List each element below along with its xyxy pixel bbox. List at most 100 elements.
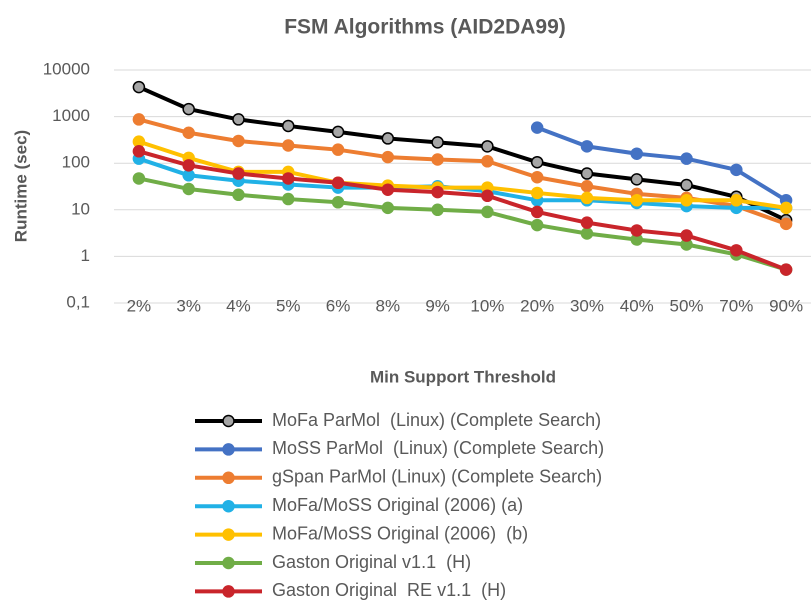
data-point (630, 147, 643, 160)
data-point (481, 189, 494, 203)
data-point (331, 125, 345, 139)
data-point (580, 227, 594, 240)
data-point (530, 205, 544, 219)
legend-label: MoSS ParMol (Linux) (Complete Search) (272, 438, 604, 458)
series-line (138, 117, 787, 226)
y-axis-title: Runtime (sec) (11, 130, 30, 242)
data-point (331, 176, 345, 190)
x-tick-label: 2% (127, 296, 152, 315)
data-point (132, 145, 146, 158)
legend-label: Gaston Original RE v1.1 (H) (272, 580, 506, 600)
data-point (481, 205, 494, 219)
data-point (779, 201, 793, 215)
data-point (580, 167, 594, 180)
data-point (381, 150, 395, 164)
data-point (630, 224, 643, 237)
data-point (282, 192, 295, 206)
data-point (730, 244, 743, 257)
data-point (132, 172, 146, 185)
chart-title: FSM Algorithms (AID2DA99) (284, 16, 566, 39)
data-point (431, 185, 444, 199)
legend-marker (222, 414, 235, 428)
data-point (481, 140, 494, 153)
data-point (182, 182, 195, 196)
data-point (530, 218, 544, 232)
x-tick-label: 5% (276, 296, 301, 315)
data-point (530, 121, 544, 134)
x-tick-label: 4% (226, 296, 251, 315)
y-tick-label: 1000 (52, 106, 90, 125)
legend-marker (222, 499, 235, 513)
data-point (182, 126, 195, 140)
x-tick-label: 40% (620, 296, 654, 315)
data-point (730, 163, 743, 177)
series-line (138, 139, 787, 210)
x-axis-title: Min Support Threshold (370, 367, 556, 386)
legend-marker (222, 528, 235, 541)
x-tick-label: 30% (570, 296, 604, 315)
data-point (132, 113, 146, 126)
data-point (680, 152, 693, 165)
data-point (331, 196, 345, 209)
data-point (481, 155, 494, 168)
data-point (431, 136, 444, 149)
data-point (431, 153, 444, 166)
legend-label: MoFa ParMol (Linux) (Complete Search) (272, 410, 601, 430)
y-tick-label: 100 (62, 153, 90, 172)
data-point (580, 191, 594, 205)
data-point (232, 113, 245, 126)
legend-label: MoFa/MoSS Original (2006) (b) (272, 523, 528, 543)
x-tick-label: 90% (769, 296, 803, 315)
series-line (138, 85, 787, 222)
data-point (132, 80, 146, 94)
data-point (381, 183, 395, 196)
legend-marker (222, 556, 235, 570)
data-point (630, 173, 643, 186)
data-point (580, 140, 594, 153)
data-point (779, 263, 793, 276)
series-line (138, 149, 787, 272)
data-point (282, 172, 295, 185)
data-point (282, 119, 295, 133)
x-tick-label: 9% (425, 296, 450, 315)
data-point (680, 229, 693, 242)
legend-label: MoFa/MoSS Original (2006) (a) (272, 495, 523, 515)
data-point (779, 217, 793, 231)
data-point (381, 132, 395, 145)
data-point (282, 139, 295, 152)
x-tick-label: 10% (470, 296, 504, 315)
data-point (730, 194, 743, 207)
x-tick-label: 8% (376, 296, 401, 315)
data-point (530, 155, 544, 169)
series-line (138, 176, 787, 272)
data-point (680, 178, 693, 192)
data-point (580, 180, 594, 193)
data-point (431, 203, 444, 217)
y-tick-label: 10 (71, 199, 90, 218)
legend-marker (222, 585, 235, 598)
legend-label: gSpan ParMol (Linux) (Complete Search) (272, 467, 602, 487)
x-tick-label: 20% (520, 296, 554, 315)
data-point (580, 216, 594, 229)
data-point (530, 186, 544, 200)
legend-label: Gaston Original v1.1 (H) (272, 552, 471, 572)
data-point (680, 194, 693, 207)
x-tick-label: 50% (670, 296, 704, 315)
data-point (232, 134, 245, 148)
x-tick-label: 6% (326, 296, 351, 315)
series-line (536, 125, 788, 202)
legend-marker (222, 471, 235, 485)
data-point (381, 201, 395, 215)
x-tick-label: 70% (719, 296, 753, 315)
data-point (630, 194, 643, 207)
data-point (232, 167, 245, 180)
y-tick-label: 10000 (43, 59, 90, 78)
y-tick-label: 0,1 (66, 292, 90, 311)
y-tick-label: 1 (81, 246, 90, 265)
data-point (232, 188, 245, 202)
data-point (182, 102, 195, 116)
legend-marker (222, 443, 235, 456)
data-point (331, 143, 345, 156)
data-point (530, 170, 544, 184)
